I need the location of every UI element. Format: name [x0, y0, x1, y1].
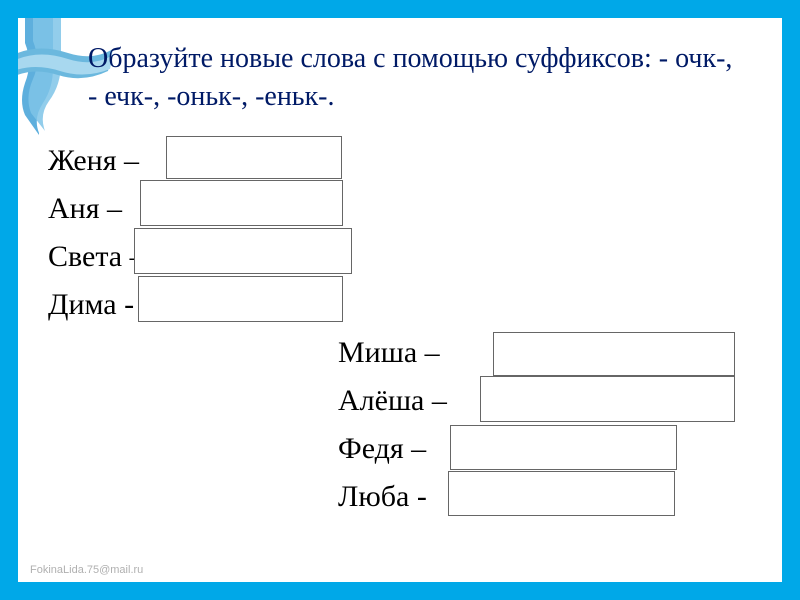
right-item-1: Алёша –	[338, 384, 447, 418]
left-label-0: Женя –	[48, 144, 139, 178]
answer-box-right-1[interactable]	[480, 376, 735, 422]
answer-box-left-3[interactable]	[138, 276, 343, 322]
answer-box-left-1[interactable]	[140, 180, 343, 226]
left-label-2: Света –	[48, 240, 145, 274]
left-item-3: Дима -	[48, 288, 134, 322]
page-title: Образуйте новые слова с помощью суффиксо…	[88, 40, 742, 116]
outer-border: Образуйте новые слова с помощью суффиксо…	[0, 0, 800, 600]
right-label-3: Люба -	[338, 480, 427, 514]
answer-box-right-3[interactable]	[448, 471, 675, 516]
right-item-0: Миша –	[338, 336, 440, 370]
left-item-0: Женя –	[48, 144, 139, 178]
left-label-3: Дима -	[48, 288, 134, 322]
left-label-1: Аня –	[48, 192, 122, 226]
watermark-text: FokinaLida.75@mail.ru	[30, 564, 143, 576]
right-label-2: Федя –	[338, 432, 426, 466]
right-label-1: Алёша –	[338, 384, 447, 418]
left-item-2: Света –	[48, 240, 145, 274]
answer-box-left-0[interactable]	[166, 136, 342, 179]
answer-box-right-2[interactable]	[450, 425, 677, 470]
slide-panel: Образуйте новые слова с помощью суффиксо…	[18, 18, 782, 582]
answer-box-right-0[interactable]	[493, 332, 735, 376]
right-item-3: Люба -	[338, 480, 427, 514]
answer-box-left-2[interactable]	[134, 228, 352, 274]
right-label-0: Миша –	[338, 336, 440, 370]
left-item-1: Аня –	[48, 192, 122, 226]
right-item-2: Федя –	[338, 432, 426, 466]
